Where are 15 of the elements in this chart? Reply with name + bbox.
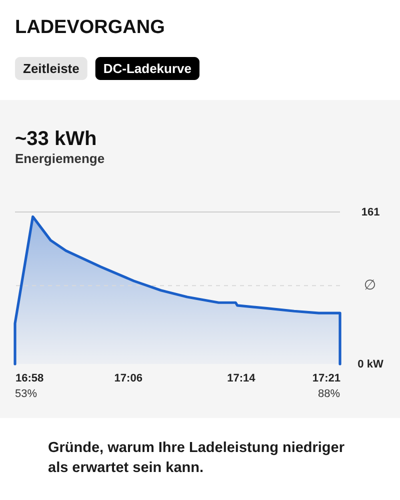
x-tick-label: 17:21	[312, 372, 340, 384]
x-tick-label: 17:14	[227, 372, 256, 384]
text: Gründe, warum Ihre Ladeleistung niedriger als erwartet sein kann.	[48, 440, 345, 476]
text: 53%	[15, 388, 38, 400]
x-tick-label: 16:58	[16, 372, 44, 384]
y-tick-label: 161	[361, 206, 380, 218]
chart-title: LADEVORGANG	[15, 17, 165, 38]
text: Energiemenge	[15, 151, 105, 166]
ref-line-label: ∅	[364, 278, 376, 294]
x-tick-label: 17:06	[114, 372, 142, 384]
text: ~33 kWh	[15, 128, 97, 150]
text: 88%	[318, 388, 340, 400]
text: Zeitleiste	[23, 61, 80, 76]
y-tick-label: 0 kW	[358, 358, 384, 370]
text: DC-Ladekurve	[103, 61, 192, 76]
